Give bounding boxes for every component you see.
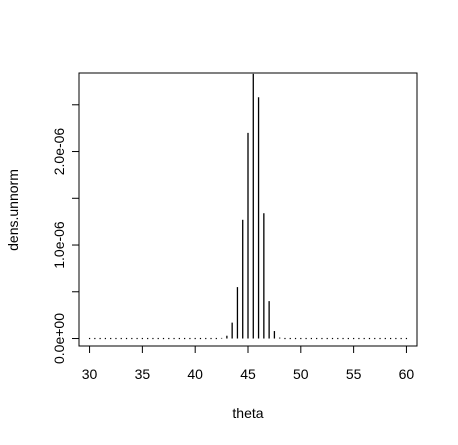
density-bar bbox=[141, 337, 143, 340]
density-bar bbox=[300, 337, 302, 340]
density-bar bbox=[168, 337, 170, 340]
y-tick-label: 2.0e-06 bbox=[51, 128, 67, 176]
density-bar bbox=[110, 337, 112, 340]
density-bar bbox=[405, 337, 408, 340]
density-bar bbox=[384, 337, 386, 340]
density-bar bbox=[104, 337, 107, 340]
density-bar bbox=[199, 337, 202, 340]
density-bar bbox=[395, 337, 397, 340]
density-bar bbox=[316, 337, 318, 340]
density-bar bbox=[162, 337, 165, 340]
density-bar bbox=[120, 337, 122, 340]
density-bar bbox=[305, 337, 307, 340]
x-tick-label: 50 bbox=[293, 366, 309, 382]
density-bar bbox=[284, 337, 286, 340]
density-bar bbox=[389, 337, 392, 340]
y-tick-label: 0.0e+00 bbox=[51, 313, 67, 364]
density-bar bbox=[215, 337, 217, 340]
density-bar bbox=[363, 337, 365, 340]
x-tick-label: 55 bbox=[346, 366, 362, 382]
density-bar bbox=[194, 337, 196, 340]
x-tick-label: 35 bbox=[135, 366, 151, 382]
density-bar bbox=[205, 337, 207, 340]
density-bar bbox=[184, 337, 186, 340]
density-bar bbox=[115, 337, 117, 340]
density-bar bbox=[289, 337, 291, 340]
density-bar bbox=[400, 337, 402, 340]
x-axis: 30 35 40 45 50 55 60 bbox=[82, 345, 415, 382]
density-bar bbox=[125, 337, 128, 340]
y-axis: 0.0e+00 1.0e-06 2.0e-06 bbox=[51, 104, 80, 364]
x-tick-label: 45 bbox=[240, 366, 256, 382]
density-bar bbox=[353, 337, 355, 340]
density-bar bbox=[347, 337, 349, 340]
y-axis-label: dens.unnorm bbox=[5, 169, 21, 251]
density-bar bbox=[331, 337, 334, 340]
density-bar bbox=[310, 337, 312, 340]
density-bar bbox=[326, 337, 328, 340]
density-bar bbox=[147, 337, 149, 340]
density-bar bbox=[374, 337, 376, 340]
density-bar bbox=[342, 337, 344, 340]
density-bar bbox=[99, 337, 101, 340]
y-tick-label: 1.0e-06 bbox=[51, 221, 67, 269]
density-bar bbox=[337, 337, 339, 340]
density-bar bbox=[210, 337, 212, 340]
density-bar bbox=[178, 337, 180, 340]
density-bar bbox=[173, 337, 175, 340]
density-bar bbox=[321, 337, 323, 340]
density-bar bbox=[94, 337, 96, 340]
density-bar bbox=[358, 337, 360, 340]
x-axis-label: theta bbox=[232, 405, 263, 421]
density-bars bbox=[88, 73, 408, 340]
x-tick-label: 60 bbox=[399, 366, 415, 382]
density-bar bbox=[294, 337, 297, 340]
density-bar bbox=[88, 337, 91, 340]
density-bar bbox=[136, 337, 138, 340]
density-bar bbox=[189, 337, 191, 340]
density-bar bbox=[131, 337, 133, 340]
density-bar bbox=[157, 337, 159, 340]
density-bar bbox=[368, 337, 371, 340]
density-bar bbox=[152, 337, 154, 340]
x-tick-label: 40 bbox=[187, 366, 203, 382]
density-bar bbox=[379, 337, 381, 340]
x-tick-label: 30 bbox=[82, 366, 98, 382]
